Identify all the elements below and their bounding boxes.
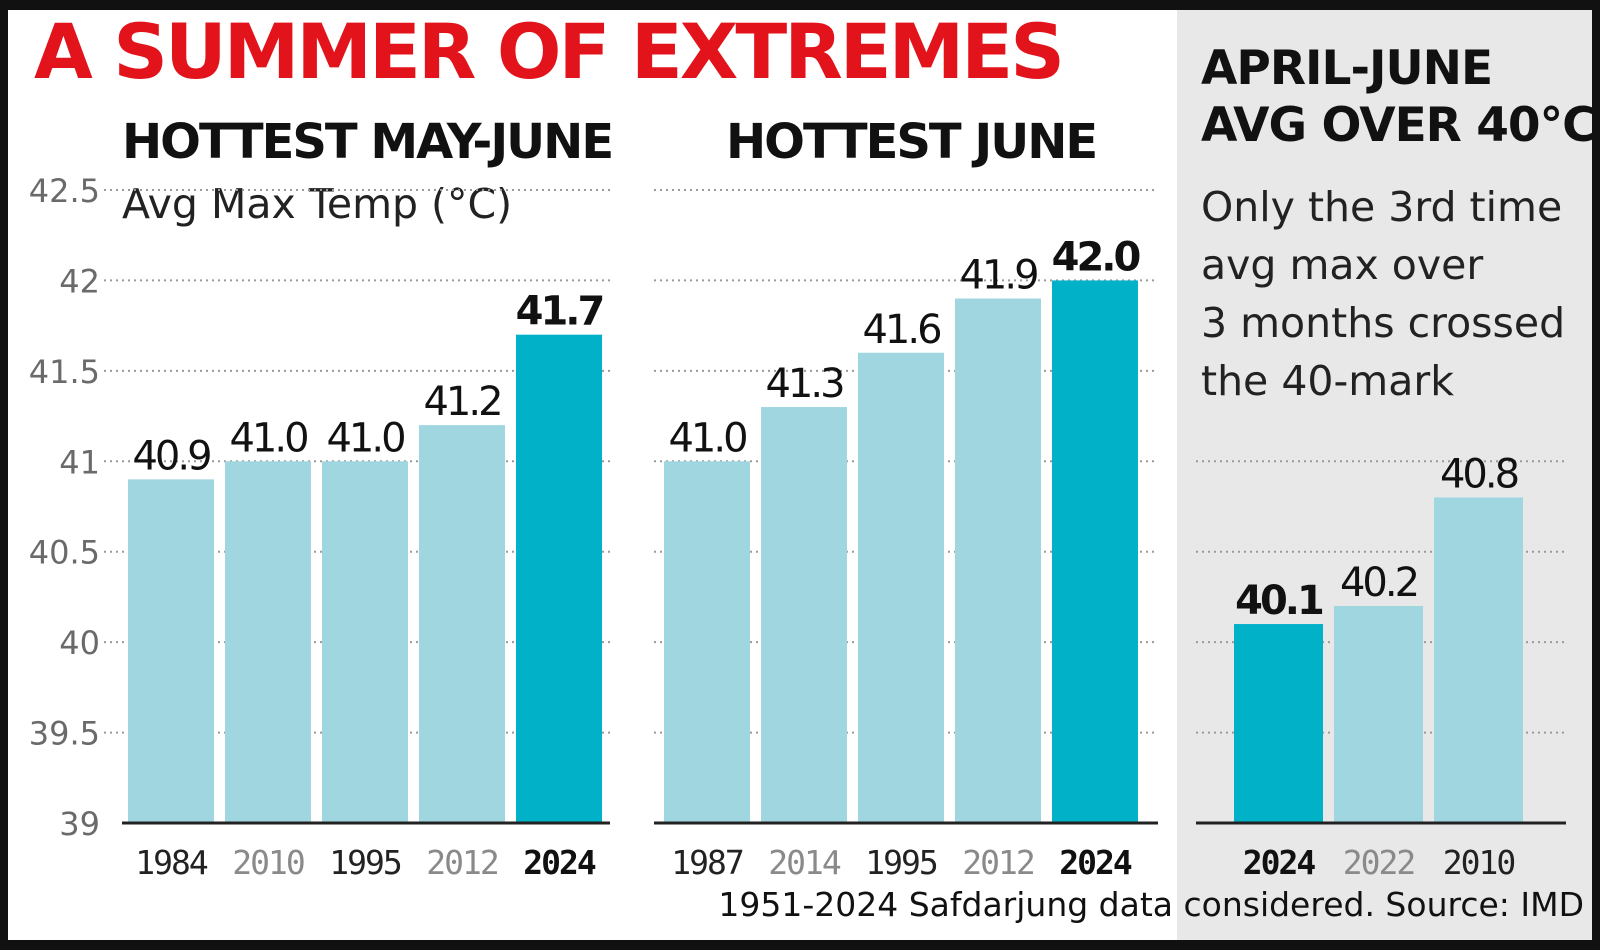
panel3-note-line: Only the 3rd time xyxy=(1201,183,1563,231)
panel3-heading-line: APRIL-JUNE xyxy=(1201,41,1493,96)
y-tick-label: 39 xyxy=(59,805,100,843)
bar xyxy=(761,407,847,823)
x-tick-label: 2010 xyxy=(232,843,304,882)
x-tick-label: 1987 xyxy=(671,843,743,882)
value-label: 41.3 xyxy=(765,361,843,407)
frame-border-left xyxy=(0,0,8,950)
x-tick-label: 1984 xyxy=(135,843,208,882)
bar xyxy=(1334,605,1423,823)
frame-border-bottom xyxy=(0,940,1600,950)
value-label: 41.7 xyxy=(516,289,603,335)
y-tick-label: 41.5 xyxy=(29,353,100,391)
value-label: 41.0 xyxy=(326,415,404,461)
panel3-note-line: 3 months crossed xyxy=(1201,299,1566,347)
x-tick-label: 2024 xyxy=(1243,843,1316,882)
value-label: 40.1 xyxy=(1235,578,1323,624)
x-tick-label: 2024 xyxy=(1059,843,1132,882)
x-tick-label: 2012 xyxy=(426,843,498,882)
panel3-heading: APRIL-JUNE AVG OVER 40°C xyxy=(1201,40,1597,154)
chart2-title: HOTTEST JUNE xyxy=(726,114,1098,170)
x-tick-label: 2010 xyxy=(1443,843,1515,882)
x-tick-label: 1995 xyxy=(329,843,401,882)
panel3-heading-line: AVG OVER 40°C xyxy=(1201,98,1597,153)
bar xyxy=(128,479,214,823)
value-label: 41.0 xyxy=(229,415,307,461)
bar xyxy=(419,425,505,823)
value-label: 41.2 xyxy=(423,379,500,425)
y-tick-label: 42 xyxy=(59,262,100,300)
chart1-title: HOTTEST MAY-JUNE xyxy=(122,114,614,170)
value-label: 41.9 xyxy=(959,253,1037,299)
y-tick-label: 40 xyxy=(59,624,100,662)
bar xyxy=(225,461,311,823)
value-label: 40.9 xyxy=(132,433,210,479)
bar xyxy=(1434,497,1523,823)
bar xyxy=(1052,280,1138,823)
x-tick-label: 2022 xyxy=(1343,843,1415,882)
y-tick-label: 40.5 xyxy=(29,534,100,572)
x-tick-label: 2024 xyxy=(523,843,596,882)
frame-border-right xyxy=(1592,0,1600,950)
infographic-title: A SUMMER OF EXTREMES xyxy=(34,7,1065,96)
bar xyxy=(322,461,408,823)
y-tick-label: 39.5 xyxy=(29,715,100,753)
value-label: 40.2 xyxy=(1340,560,1417,606)
x-tick-label: 1995 xyxy=(865,843,937,882)
bar xyxy=(664,461,750,823)
value-label: 41.0 xyxy=(668,415,746,461)
bar xyxy=(955,298,1041,823)
value-label: 40.8 xyxy=(1440,451,1518,497)
x-tick-label: 2012 xyxy=(962,843,1034,882)
x-tick-label: 2014 xyxy=(768,843,841,882)
panel3-note-line: avg max over xyxy=(1201,241,1484,289)
bar xyxy=(858,352,944,823)
panel3-note: Only the 3rd time avg max over 3 months … xyxy=(1201,178,1565,410)
bar xyxy=(1234,624,1323,823)
panel3-note-line: the 40-mark xyxy=(1201,357,1454,405)
frame-border-top xyxy=(0,0,1600,10)
y-tick-label: 41 xyxy=(59,443,100,481)
bar xyxy=(516,334,602,823)
value-label: 41.6 xyxy=(862,307,940,353)
value-label: 42.0 xyxy=(1052,234,1140,280)
y-tick-label: 42.5 xyxy=(29,172,100,210)
source-footnote: 1951-2024 Safdarjung data considered. So… xyxy=(718,885,1584,924)
